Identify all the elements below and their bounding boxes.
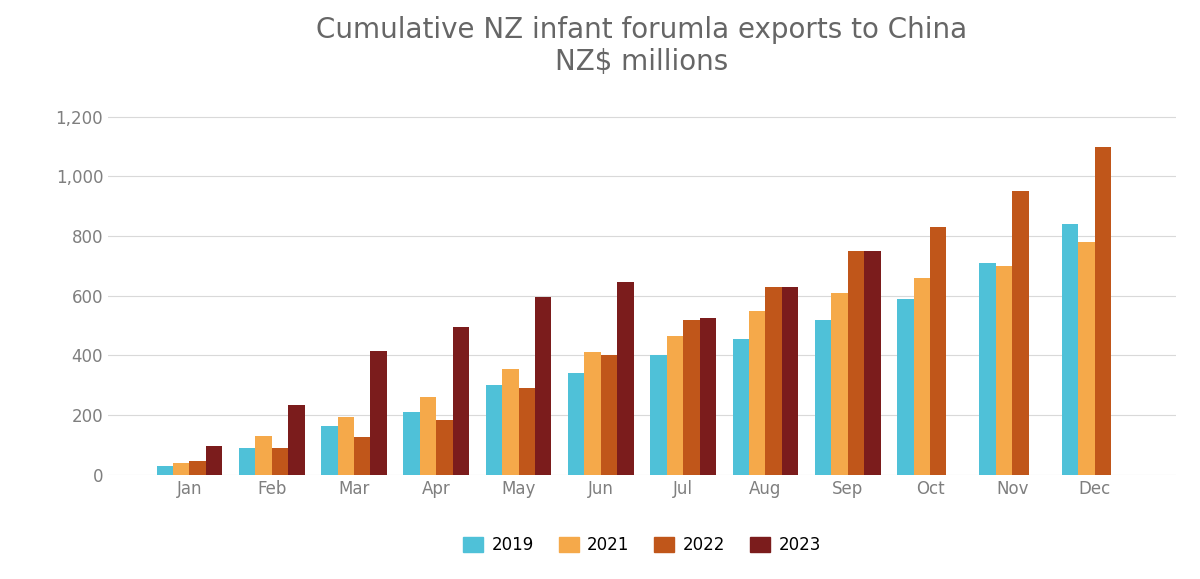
Bar [354, 438, 371, 475]
Bar [996, 266, 1013, 475]
Bar [288, 405, 305, 475]
Bar [486, 385, 502, 475]
Bar [749, 311, 766, 475]
Bar [979, 263, 996, 475]
Bar [832, 293, 847, 475]
Bar [683, 320, 700, 475]
Bar [156, 466, 173, 475]
Bar [371, 351, 386, 475]
Legend: 2019, 2021, 2022, 2023: 2019, 2021, 2022, 2023 [456, 530, 828, 561]
Bar [930, 227, 947, 475]
Bar [568, 373, 584, 475]
Bar [732, 339, 749, 475]
Bar [815, 320, 832, 475]
Bar [1078, 242, 1094, 475]
Bar [601, 356, 617, 475]
Bar [271, 448, 288, 475]
Bar [452, 327, 469, 475]
Bar [173, 463, 190, 475]
Bar [256, 436, 271, 475]
Bar [617, 283, 634, 475]
Bar [322, 426, 337, 475]
Title: Cumulative NZ infant forumla exports to China
NZ$ millions: Cumulative NZ infant forumla exports to … [317, 16, 967, 76]
Bar [437, 420, 452, 475]
Bar [1062, 224, 1078, 475]
Bar [535, 297, 552, 475]
Bar [782, 287, 798, 475]
Bar [502, 369, 518, 475]
Bar [898, 299, 913, 475]
Bar [403, 412, 420, 475]
Bar [420, 397, 437, 475]
Bar [239, 448, 256, 475]
Bar [847, 251, 864, 475]
Bar [518, 389, 535, 475]
Bar [650, 356, 667, 475]
Bar [864, 251, 881, 475]
Bar [206, 446, 222, 475]
Bar [700, 318, 716, 475]
Bar [1013, 191, 1028, 475]
Bar [337, 417, 354, 475]
Bar [913, 278, 930, 475]
Bar [190, 461, 206, 475]
Bar [766, 287, 782, 475]
Bar [584, 353, 601, 475]
Bar [667, 336, 683, 475]
Bar [1094, 146, 1111, 475]
